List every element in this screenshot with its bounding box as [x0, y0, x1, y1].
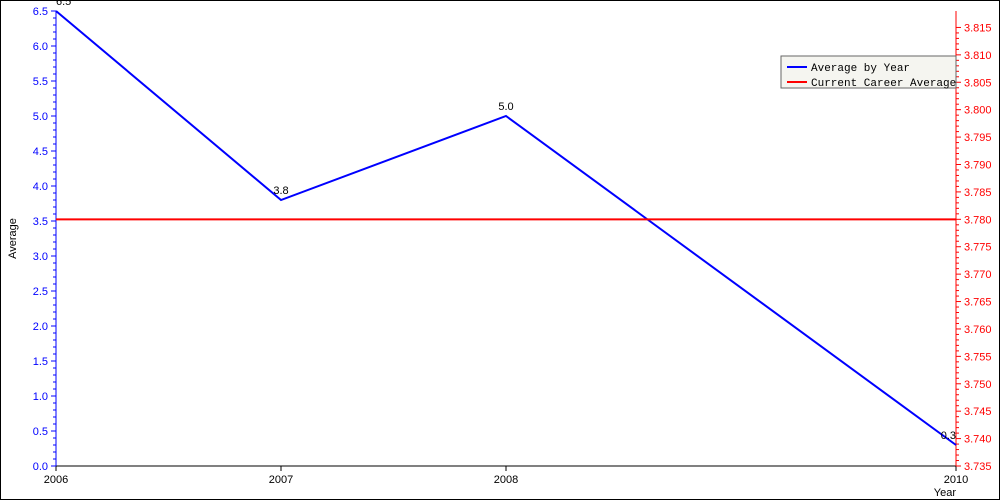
y-left-tick-label: 0.5: [33, 426, 48, 438]
legend-label: Average by Year: [811, 63, 910, 75]
point-label: 0.3: [941, 430, 956, 442]
y-right-tick-label: 3.800: [964, 105, 992, 117]
y-left-tick-label: 2.0: [33, 321, 48, 333]
y-right-tick-label: 3.775: [964, 242, 992, 254]
y-left-tick-label: 1.0: [33, 391, 48, 403]
x-axis-title: Year: [934, 487, 957, 499]
x-tick-label: 2008: [494, 474, 518, 486]
y-right-tick-label: 3.790: [964, 159, 992, 171]
chart-svg: 2006 2007 2008 2010Year 0.0 0.5 1.0 1.5 2.0 2.5 3.…: [1, 1, 1000, 501]
y-right-tick-label: 3.750: [964, 379, 992, 391]
y-left-tick-label: 3.5: [33, 216, 48, 228]
y-left-tick-label: 0.0: [33, 461, 48, 473]
y-right-tick-label: 3.755: [964, 351, 992, 363]
y-right-tick-label: 3.815: [964, 22, 992, 34]
y-right-tick-label: 3.740: [964, 434, 992, 446]
point-label: 6.5: [56, 1, 71, 8]
x-tick-label: 2006: [44, 474, 68, 486]
y-left-tick-label: 4.0: [33, 181, 48, 193]
y-right-tick-label: 3.780: [964, 214, 992, 226]
y-right-tick-label: 3.785: [964, 187, 992, 199]
chart-container: 2006 2007 2008 2010Year 0.0 0.5 1.0 1.5 2.0 2.5 3.…: [0, 0, 1000, 500]
y-right-tick-label: 3.745: [964, 406, 992, 418]
y-left-tick-label: 4.5: [33, 146, 48, 158]
x-tick-label: 2007: [269, 474, 293, 486]
point-label: 5.0: [498, 101, 513, 113]
y-left-tick-label: 6.5: [33, 6, 48, 18]
y-right-tick-label: 3.805: [964, 77, 992, 89]
y-right-tick-label: 3.735: [964, 461, 992, 473]
y-left-tick-label: 2.5: [33, 286, 48, 298]
legend-label: Current Career Average: [811, 78, 956, 90]
point-label: 3.8: [273, 185, 288, 197]
y-left-tick-label: 6.0: [33, 41, 48, 53]
y-right-tick-label: 3.770: [964, 269, 992, 281]
y-right-tick-label: 3.760: [964, 324, 992, 336]
x-tick-label: 2010: [944, 474, 968, 486]
y-left-tick-label: 5.0: [33, 111, 48, 123]
y-left-tick-label: 1.5: [33, 356, 48, 368]
y-right-tick-label: 3.795: [964, 132, 992, 144]
y-left-tick-label: 5.5: [33, 76, 48, 88]
y-left-tick-label: 3.0: [33, 251, 48, 263]
y-left-axis-title: Average: [7, 218, 19, 259]
y-right-tick-label: 3.765: [964, 297, 992, 309]
y-right-tick-label: 3.810: [964, 50, 992, 62]
